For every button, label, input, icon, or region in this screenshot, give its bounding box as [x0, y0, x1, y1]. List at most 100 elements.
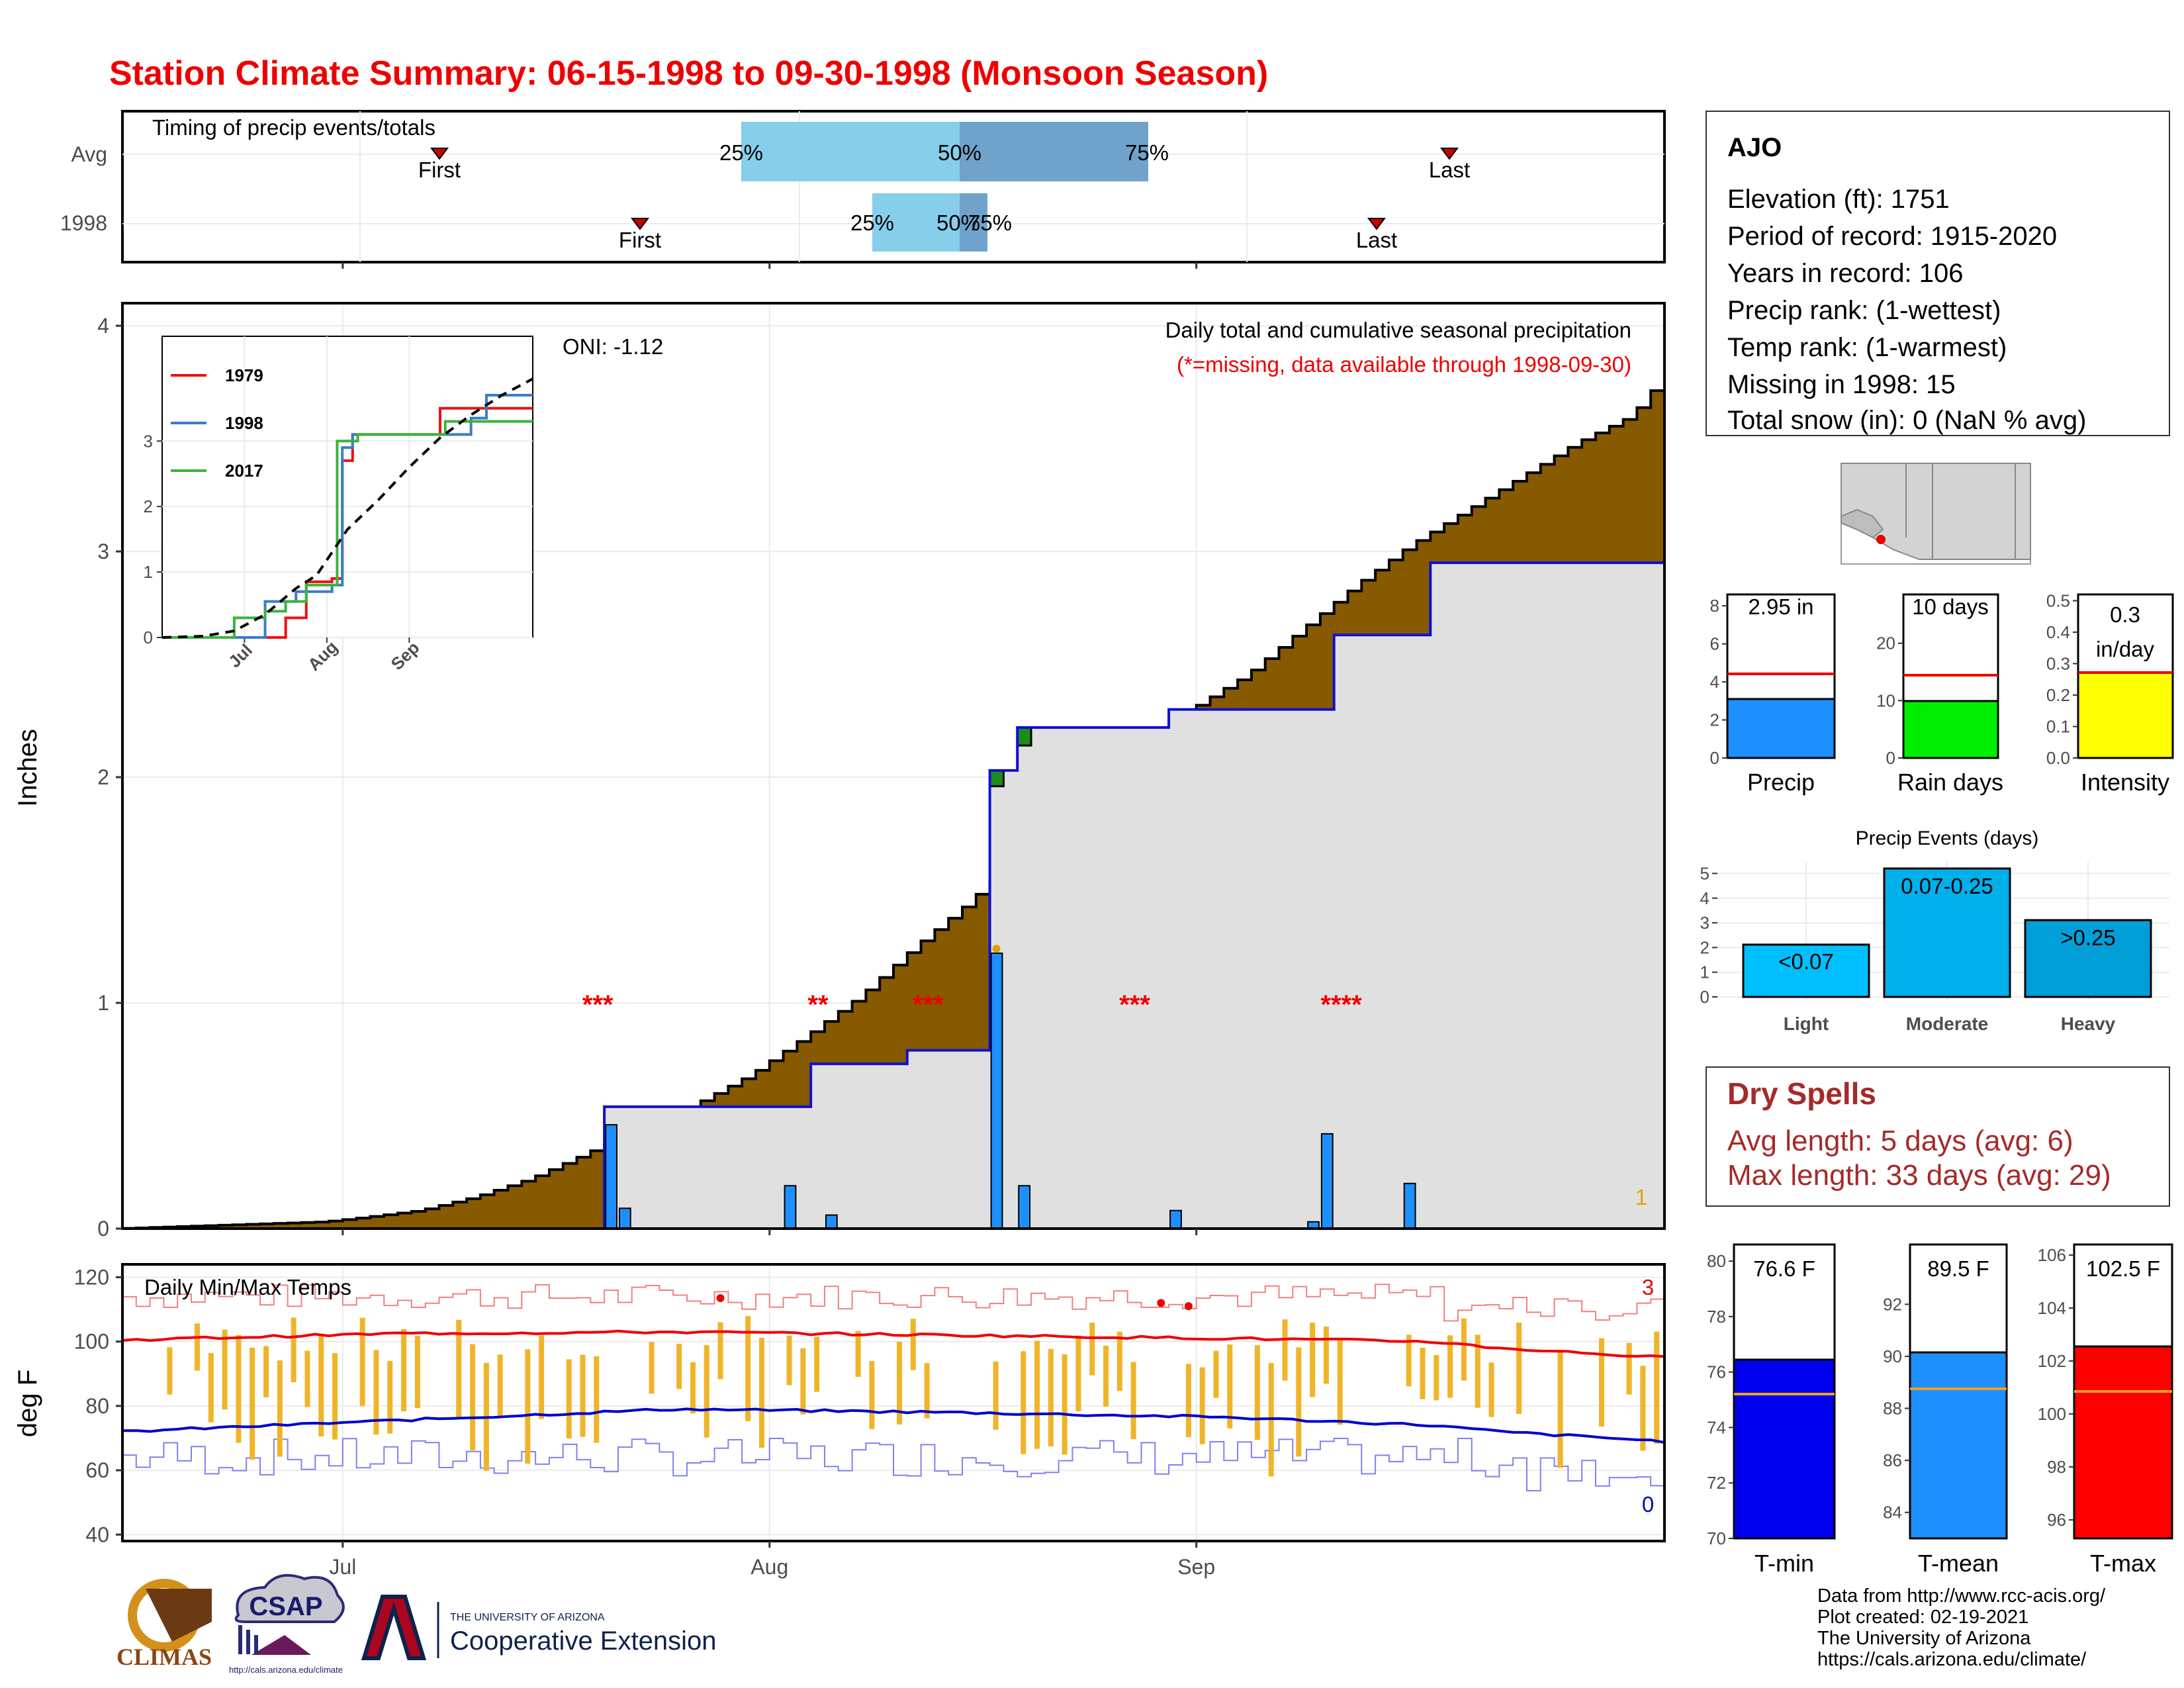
axis-tick-label: 1 [1700, 962, 1709, 982]
daily-temp-bar [758, 1338, 764, 1448]
precip-ytick-label: 4 [97, 314, 109, 338]
daily-temp-bar [1185, 1364, 1191, 1437]
missing-days-mark: *** [582, 990, 614, 1019]
y1998-first-label: First [619, 228, 661, 252]
tmax-value-label: 102.5 F [2086, 1256, 2160, 1281]
axis-tick-label: 100 [2038, 1404, 2066, 1424]
daily-temp-bar [277, 1360, 283, 1457]
precip-ytick-label: 1 [97, 991, 109, 1015]
axis-tick-label: 0.0 [2046, 748, 2070, 768]
y1998-p75-label: 75% [968, 211, 1012, 235]
timing-row-1998: 1998 [60, 211, 107, 235]
raindays-bar-fill [1902, 700, 1999, 759]
timing-label: Timing of precip events/totals [152, 115, 435, 140]
daily-temp-bar [1461, 1318, 1467, 1381]
y1998-first-marker [631, 218, 649, 230]
daily-temp-bar [1062, 1354, 1068, 1455]
events-bar-moderate [1883, 867, 2011, 998]
events-moderate-range: 0.07-0.25 [1901, 874, 1993, 898]
daily-temp-bar [250, 1347, 255, 1460]
daily-temp-bar [236, 1335, 242, 1443]
station-elevation: Elevation (ft): 1751 [1727, 185, 1950, 214]
ua-logo-line2: Cooperative Extension [450, 1626, 716, 1656]
y1998-50-75-box [960, 193, 987, 252]
daily-temp-bar [208, 1352, 214, 1423]
daily-temp-bar [359, 1317, 365, 1406]
daily-precip-bar [1169, 1209, 1182, 1229]
axis-tick-label: 78 [1707, 1307, 1726, 1327]
daily-temp-bar [456, 1319, 462, 1419]
axis-tick-label: 10 [1876, 690, 1895, 710]
axis-tick-label: 70 [1707, 1528, 1726, 1548]
events-heavy-range: >0.25 [2060, 925, 2116, 950]
precip-panel-title: Daily total and cumulative seasonal prec… [1165, 318, 1631, 342]
axis-tick-label: 76 [1707, 1362, 1726, 1382]
events-title: Precip Events (days) [1856, 827, 2039, 849]
raindays-bar-label: Rain days [1897, 769, 2003, 796]
avg-last-marker [1440, 148, 1459, 160]
daily-temp-bar [566, 1359, 572, 1439]
credit-data-source: Data from http://www.rcc-acis.org/ [1817, 1585, 2106, 1607]
daily-precip-bar [990, 953, 1003, 1229]
oni-value: ONI: -1.12 [563, 334, 663, 359]
daily-temp-bar [1227, 1344, 1233, 1429]
daily-temp-bar [910, 1319, 916, 1370]
mini-bar-intensity: 0.3 in/day Intensity 0.0 0.1 0.2 0.3 0.4 0.5 [2046, 591, 2174, 796]
axis-tick-label: 8 [1710, 596, 1719, 616]
daily-temp-bar [1089, 1323, 1095, 1376]
daily-temp-bar [195, 1323, 201, 1371]
dry-spells-box: Dry Spells Avg length: 5 days (avg: 6) M… [1706, 1066, 2170, 1207]
precip-ytick-label: 2 [97, 765, 109, 789]
precip-panel-note: (*=missing, data available through 1998-… [1177, 352, 1631, 377]
axis-tick-label: 88 [1883, 1399, 1902, 1419]
intensity-bar-fill [2077, 671, 2174, 759]
events-bar-heavy [2024, 919, 2152, 998]
average-cumulative-area [122, 563, 1664, 1229]
daily-temp-bar [332, 1353, 338, 1440]
axis-tick-label: 96 [2047, 1510, 2066, 1530]
station-info-box: AJO Elevation (ft): 1751 Period of recor… [1706, 111, 2170, 436]
axis-tick-label: 74 [1707, 1417, 1726, 1437]
avg-p25-label: 25% [719, 140, 763, 165]
timing-row-avg: Avg [71, 142, 107, 166]
record-max-line [122, 1284, 1664, 1322]
precip-ylabel: Inches [13, 729, 42, 807]
daily-temp-bar [745, 1316, 751, 1421]
station-period: Period of record: 1915-2020 [1727, 222, 2057, 251]
tmin-normal-line [122, 1407, 1665, 1444]
tmean-bar-label: T-mean [1918, 1550, 1999, 1577]
inset-average-line [161, 377, 533, 639]
daily-temp-bar [690, 1362, 696, 1414]
mini-bar-raindays: 10 days Rain days 0 10 20 [1876, 593, 2003, 796]
tmax-normal-line [122, 1329, 1665, 1358]
intensity-value-label-1: 0.3 [2110, 602, 2140, 627]
precip-ytick-label: 0 [97, 1217, 109, 1241]
axis-tick-label: 84 [1883, 1503, 1902, 1523]
daily-temp-bar [580, 1354, 586, 1437]
daily-precip-bar [784, 1185, 797, 1229]
intensity-bar-label: Intensity [2081, 769, 2169, 796]
csap-logo: CSAP http://cals.arizona.edu/climate [229, 1573, 345, 1675]
credit-university: The University of Arizona [1817, 1628, 2031, 1649]
daily-temp-bar [1199, 1367, 1205, 1444]
daily-temp-bar [1075, 1335, 1081, 1411]
record-max-marker [1157, 1299, 1165, 1307]
events-light-range: <0.07 [1778, 949, 1834, 974]
daily-temp-bar [263, 1346, 269, 1397]
axis-tick-label: 4 [1710, 672, 1719, 692]
inset-legend-2017: 2017 [225, 461, 263, 481]
axis-tick-label: 0 [1710, 748, 1719, 768]
credit-url: https://cals.arizona.edu/climate/ [1817, 1649, 2087, 1670]
daily-temp-bar [814, 1336, 820, 1392]
csap-logo-url: http://cals.arizona.edu/climate [229, 1665, 343, 1675]
daily-temp-bar [649, 1342, 655, 1394]
station-snow: Total snow (in): 0 (NaN % avg) [1727, 406, 2086, 435]
inset-legend-1998: 1998 [225, 413, 263, 433]
tmin-bar-label: T-min [1754, 1550, 1814, 1577]
tmin-value-label: 76.6 F [1753, 1256, 1815, 1281]
axis-tick-label: 0.2 [2046, 685, 2070, 705]
tmean-bar-chart: 89.5 F T-mean 84 86 88 90 92 [1883, 1243, 2008, 1577]
daily-temp-bar [470, 1344, 476, 1450]
climas-logo: CLIMAS [116, 1579, 212, 1670]
